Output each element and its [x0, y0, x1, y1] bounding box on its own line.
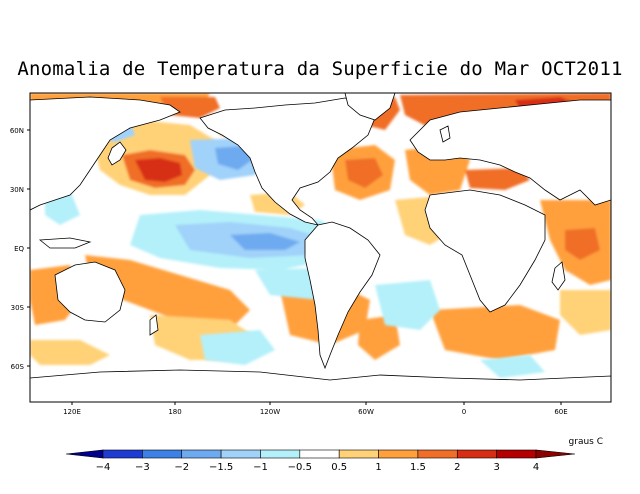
- colorbar-segment: [338, 449, 379, 459]
- continent-eurasia: [409, 99, 611, 206]
- warm-patch-north-pacific-core-2: [135, 158, 182, 182]
- cool-patch-indian-south: [480, 355, 545, 378]
- colorbar-segment: [181, 449, 222, 459]
- colorbar-segment: [456, 449, 497, 459]
- colorbar-arrow-right: [535, 449, 576, 459]
- colorbar-tick-label: −0.5: [288, 462, 312, 473]
- colorbar-segment: [496, 449, 537, 459]
- colorbar-tick-label: −4: [96, 462, 111, 473]
- coastlines: [30, 93, 611, 402]
- lat-label-30s: 30S: [11, 304, 25, 312]
- cool-patch-south-atlantic: [375, 280, 440, 330]
- colorbar-segment: [299, 449, 340, 459]
- anomaly-field: [30, 93, 611, 402]
- colorbar-tick-label: −2: [174, 462, 189, 473]
- lat-label-30n: 30N: [10, 186, 24, 194]
- warm-patch-south-indian-east: [560, 290, 611, 335]
- colorbar-tick-label: 0.5: [331, 462, 347, 473]
- warm-patch-indian-ocean-core: [565, 228, 600, 260]
- warm-patch-south-america-east: [358, 315, 400, 360]
- cool-patch-southern-ocean-pac: [200, 330, 275, 365]
- colorbar-tick-label: 2: [454, 462, 460, 473]
- warm-patch-north-atlantic-core: [345, 158, 383, 188]
- colorbar: −4 −3 −2 −1.5 −1 −0.5 0.5 1 1.5 2 3 4: [65, 449, 576, 473]
- continent-antarctica: [30, 369, 611, 402]
- lon-label-120e: 120E: [63, 408, 81, 416]
- lat-label-eq: EQ: [14, 245, 24, 253]
- lon-label-180: 180: [168, 408, 181, 416]
- colorbar-segment: [378, 449, 419, 459]
- lon-label-0: 0: [462, 408, 466, 416]
- island-uk: [439, 125, 451, 143]
- cool-patch-equatorial-deep: [230, 233, 300, 250]
- lon-label-60e: 60E: [554, 408, 567, 416]
- colorbar-segment: [260, 449, 301, 459]
- island-new-zealand: [149, 314, 159, 336]
- continent-australia: [54, 261, 126, 323]
- colorbar-tick-label: 4: [533, 462, 539, 473]
- colorbar-units: graus C: [569, 437, 603, 447]
- continent-south-america: [304, 221, 381, 370]
- continent-greenland: [344, 93, 396, 121]
- island-japan: [107, 141, 127, 166]
- cool-patch-northeast-pacific-core: [215, 146, 252, 170]
- warm-patch-mediterranean: [465, 168, 530, 190]
- lon-axis: 120E 180 120W 60W 0 60E: [63, 402, 568, 416]
- warm-patch-south-pacific-west: [85, 255, 250, 330]
- colorbar-segment: [102, 449, 143, 459]
- lat-label-60s: 60S: [11, 363, 25, 371]
- colorbar-tick-label: 1: [375, 462, 381, 473]
- colorbar-tick-label: −3: [135, 462, 150, 473]
- warm-patch-southern-ocean: [30, 340, 110, 365]
- continent-asia-east: [30, 96, 181, 211]
- continent-africa: [424, 189, 546, 313]
- colorbar-tick-label: −1: [253, 462, 268, 473]
- colorbar-tick-label: −1.5: [209, 462, 233, 473]
- colorbar-segment: [142, 449, 183, 459]
- colorbar-tick-label: 1.5: [410, 462, 426, 473]
- colorbar-arrow-left: [65, 449, 104, 459]
- map-title: Anomalia de Temperatura da Superficie do…: [17, 58, 623, 80]
- colorbar-segment: [220, 449, 261, 459]
- lat-axis: 60N 30N EQ 30S 60S: [10, 127, 30, 371]
- island-indonesia: [38, 237, 92, 249]
- colorbar-tick-label: 3: [493, 462, 499, 473]
- lon-label-120w: 120W: [260, 408, 280, 416]
- lat-label-60n: 60N: [10, 127, 24, 135]
- continent-north-america: [199, 97, 376, 226]
- island-madagascar: [551, 261, 566, 291]
- warm-patch-south-indian: [430, 305, 560, 360]
- lon-label-60w: 60W: [358, 408, 374, 416]
- colorbar-segment: [417, 449, 458, 459]
